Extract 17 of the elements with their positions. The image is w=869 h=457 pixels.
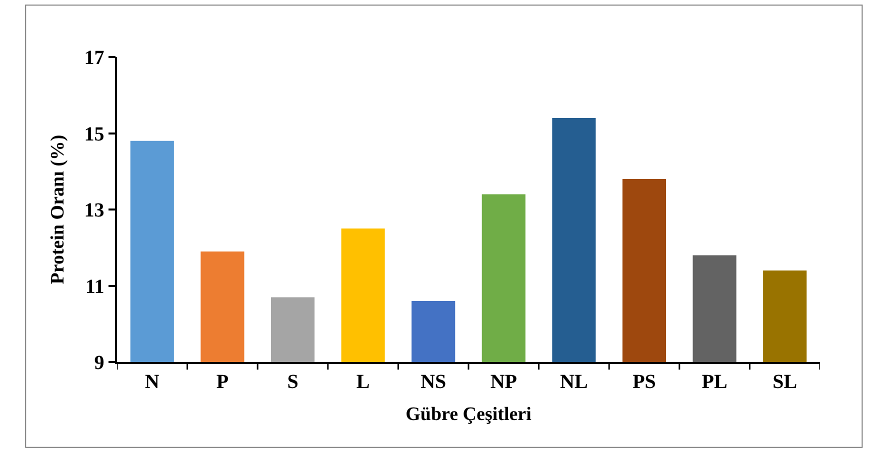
y-tick-label: 9 xyxy=(94,352,104,374)
y-axis-title: Protein Oranı (%) xyxy=(48,134,69,284)
x-tick-label: NS xyxy=(420,370,446,393)
y-tick-label: 15 xyxy=(84,123,104,146)
x-axis-title: Gübre Çeşitleri xyxy=(406,404,532,426)
y-tick-label: 17 xyxy=(84,47,104,69)
x-tick-label: S xyxy=(287,370,298,393)
x-tick-label: N xyxy=(144,370,160,393)
x-tick-label: L xyxy=(356,370,370,393)
x-tick-label: PL xyxy=(702,370,728,393)
x-tick-label: SL xyxy=(772,370,798,393)
x-tick-label: PS xyxy=(632,370,656,393)
y-tick-label: 13 xyxy=(84,200,104,222)
x-tick-label: NL xyxy=(560,370,588,393)
x-tick-label: P xyxy=(216,370,229,393)
x-tick-label: NP xyxy=(490,370,517,393)
y-tick-label: 11 xyxy=(85,276,104,298)
